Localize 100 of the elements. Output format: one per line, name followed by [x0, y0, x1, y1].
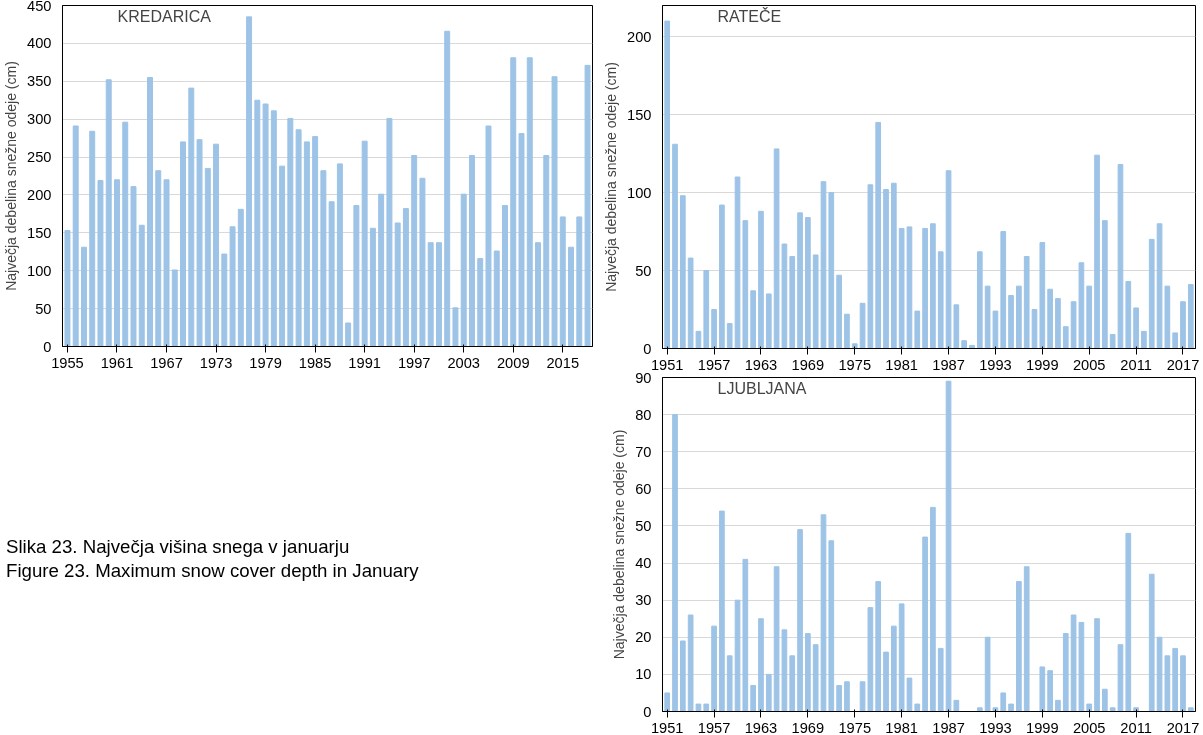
bar — [828, 192, 835, 349]
bar — [1094, 154, 1100, 349]
bar — [789, 256, 796, 349]
bar — [1000, 231, 1007, 349]
bar — [914, 703, 921, 712]
bar — [1172, 647, 1179, 712]
bar — [679, 195, 686, 349]
y-tick-label: 0 — [43, 338, 52, 355]
bar — [1086, 285, 1093, 349]
bar — [1102, 220, 1108, 349]
bar — [890, 182, 897, 349]
x-tick-label: 2011 — [1120, 719, 1152, 735]
bar — [1187, 284, 1194, 349]
y-tick-label: 10 — [635, 666, 652, 683]
bar — [378, 193, 385, 347]
bar — [1023, 256, 1030, 349]
bar — [726, 323, 733, 349]
bar — [270, 110, 277, 347]
bar — [1180, 655, 1186, 712]
bar — [64, 230, 71, 347]
bar — [758, 210, 764, 349]
bar — [502, 205, 508, 347]
text: Slika 23. Največja višina snega v januarju — [6, 536, 350, 557]
bar — [72, 125, 79, 347]
y-tick-label: 60 — [635, 480, 652, 497]
bar — [394, 222, 401, 347]
bar — [1094, 618, 1100, 712]
bar — [765, 293, 772, 349]
y-tick-label: 0 — [643, 703, 652, 720]
bar — [969, 344, 975, 349]
bar — [369, 227, 376, 347]
bar — [1016, 285, 1022, 349]
bar — [485, 125, 492, 347]
bar — [1008, 294, 1014, 349]
bar — [726, 655, 733, 712]
bar — [221, 253, 228, 347]
bar — [758, 618, 764, 712]
bar — [711, 309, 717, 349]
bar — [711, 625, 717, 712]
bar — [1133, 307, 1139, 349]
bar — [1187, 707, 1194, 712]
x-tick-label: 1961 — [100, 354, 134, 371]
bar — [1008, 703, 1014, 712]
bar — [105, 79, 112, 347]
y-tick-label: 250 — [27, 149, 52, 166]
y-axis-title: Največja debelina snežne odeje (cm) — [3, 61, 20, 291]
bar — [883, 188, 889, 349]
x-tick-label: 1975 — [838, 719, 872, 735]
bar — [97, 180, 104, 347]
x-tick-label: 1997 — [397, 354, 431, 371]
bar — [851, 343, 858, 349]
bar — [584, 64, 591, 347]
bar — [336, 163, 343, 347]
bar — [452, 307, 459, 347]
y-tick-label: 70 — [635, 443, 652, 460]
chart-title: LJUBLJANA — [717, 379, 807, 397]
bar — [1125, 532, 1132, 712]
bar — [138, 224, 145, 347]
x-tick-label: 2005 — [1072, 356, 1106, 373]
bar — [460, 193, 467, 347]
x-tick-label: 1985 — [298, 354, 332, 371]
bar — [576, 216, 583, 347]
bar — [361, 140, 368, 347]
bar — [130, 186, 137, 347]
bar — [883, 651, 889, 712]
bar — [1086, 703, 1093, 712]
y-tick-label: 200 — [27, 186, 52, 203]
bar — [279, 165, 286, 347]
y-tick-label: 90 — [635, 369, 652, 386]
bar — [345, 322, 352, 347]
bar — [719, 204, 725, 349]
bar — [147, 76, 153, 347]
bar — [836, 685, 842, 712]
bar — [1133, 707, 1139, 712]
bar — [237, 208, 244, 347]
y-tick-label: 80 — [635, 406, 652, 423]
bar — [419, 177, 426, 347]
bar — [836, 274, 842, 349]
bar — [922, 227, 928, 349]
bar — [122, 121, 129, 347]
x-tick-label: 2015 — [546, 354, 580, 371]
y-tick-label: 0 — [643, 340, 652, 357]
bar — [510, 57, 517, 347]
x-tick-label: 1957 — [697, 356, 731, 373]
bar — [80, 246, 87, 347]
bar — [672, 143, 678, 349]
x-tick-label: 2005 — [1072, 719, 1106, 735]
bar — [1047, 670, 1053, 712]
bar — [1148, 238, 1155, 349]
bar — [427, 242, 434, 347]
bar — [930, 506, 936, 712]
x-tick-label: 1981 — [885, 356, 918, 373]
bar — [805, 217, 811, 349]
bar — [163, 179, 170, 347]
y-tick-label: 400 — [27, 35, 52, 52]
bar — [1062, 326, 1069, 349]
bar — [568, 246, 575, 347]
bar — [719, 510, 725, 712]
y-tick-label: 50 — [635, 262, 652, 279]
bar — [937, 647, 944, 712]
